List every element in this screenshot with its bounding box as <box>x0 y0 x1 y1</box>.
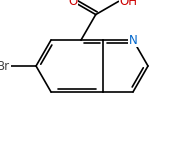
Text: O: O <box>68 0 78 8</box>
Text: OH: OH <box>120 0 138 8</box>
Text: N: N <box>129 34 137 46</box>
Text: Br: Br <box>0 59 11 73</box>
